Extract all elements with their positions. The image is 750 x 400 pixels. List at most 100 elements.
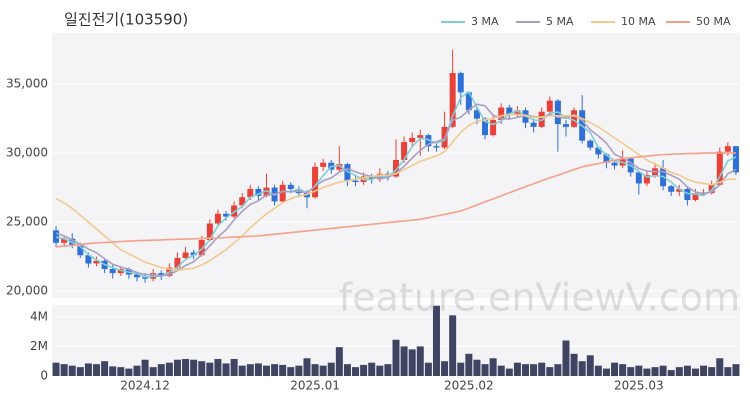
candle-body bbox=[182, 252, 189, 258]
volume-bar bbox=[133, 365, 141, 376]
ma-line bbox=[55, 90, 737, 278]
candle-body bbox=[61, 238, 68, 243]
volume-bar bbox=[594, 365, 602, 376]
volume-bar bbox=[352, 367, 360, 376]
candle-body bbox=[433, 146, 440, 148]
candle-body bbox=[716, 151, 723, 185]
candle-body bbox=[85, 255, 92, 264]
x-tick-label: 2025.03 bbox=[614, 379, 664, 393]
volume-bar bbox=[513, 362, 521, 376]
candle-body bbox=[449, 73, 456, 127]
candle-body bbox=[546, 100, 553, 112]
volume-bar bbox=[238, 365, 246, 376]
volume-bar bbox=[279, 364, 287, 376]
candle-body bbox=[635, 172, 642, 184]
chart-title: 일진전기(103590) bbox=[64, 11, 188, 29]
candle-body bbox=[133, 274, 140, 278]
volume-bar bbox=[416, 346, 424, 376]
volume-bar bbox=[271, 364, 279, 376]
volume-bar bbox=[303, 358, 311, 376]
candle-body bbox=[214, 213, 221, 224]
volume-bar bbox=[52, 362, 60, 376]
y-tick-label: 20,000 bbox=[6, 284, 48, 298]
volume-bar bbox=[683, 365, 691, 376]
volume-bar bbox=[432, 305, 440, 376]
volume-bar bbox=[109, 366, 117, 376]
candle-body bbox=[409, 137, 416, 143]
volume-bar bbox=[165, 362, 173, 376]
volume-bar bbox=[570, 353, 578, 376]
volume-bar bbox=[222, 363, 230, 376]
volume-bar bbox=[190, 359, 198, 376]
volume-bar bbox=[117, 367, 125, 376]
volume-bar bbox=[101, 361, 109, 376]
ma-line bbox=[55, 152, 736, 248]
volume-bar bbox=[667, 370, 675, 376]
legend-label: 5 MA bbox=[546, 15, 574, 28]
volume-bar bbox=[230, 358, 238, 376]
candle-body bbox=[368, 176, 375, 180]
volume-bar bbox=[327, 362, 335, 376]
legend-label: 50 MA bbox=[696, 15, 731, 28]
volume-bar bbox=[708, 367, 716, 376]
volume-bar bbox=[206, 362, 214, 376]
candle-body bbox=[732, 146, 739, 173]
volume-bar bbox=[691, 368, 699, 376]
volume-bar bbox=[60, 364, 68, 376]
volume-bar bbox=[173, 359, 181, 376]
candle-body bbox=[198, 240, 205, 256]
candle-body bbox=[312, 166, 319, 198]
volume-bar bbox=[724, 367, 732, 376]
candle-body bbox=[490, 119, 497, 136]
volume-bar bbox=[149, 367, 157, 376]
candle-body bbox=[538, 111, 545, 127]
volume-bar bbox=[522, 364, 530, 376]
volume-bar bbox=[311, 364, 319, 376]
volume-bar bbox=[287, 367, 295, 376]
candle-body bbox=[206, 223, 213, 241]
volume-bar bbox=[335, 347, 343, 376]
volume-bar bbox=[635, 365, 643, 376]
candle-body bbox=[336, 164, 343, 170]
volume-bar bbox=[214, 358, 222, 376]
volume-bar bbox=[441, 361, 449, 376]
candle-body bbox=[279, 184, 286, 202]
volume-bar bbox=[716, 358, 724, 376]
candle-body bbox=[498, 107, 505, 120]
candle-body bbox=[571, 110, 578, 127]
candle-body bbox=[643, 175, 650, 184]
volume-bar bbox=[368, 362, 376, 376]
candle-body bbox=[344, 164, 351, 181]
candle-body bbox=[587, 140, 594, 148]
candle-body bbox=[692, 193, 699, 201]
volume-bar bbox=[424, 362, 432, 376]
candle-body bbox=[514, 110, 521, 115]
volume-bar bbox=[246, 364, 254, 376]
volume-bar bbox=[157, 364, 165, 376]
volume-bar bbox=[611, 362, 619, 376]
volume-bar bbox=[619, 364, 627, 376]
candle-body bbox=[530, 122, 537, 127]
volume-bar bbox=[473, 359, 481, 376]
candle-body bbox=[190, 252, 197, 256]
candle-body bbox=[320, 162, 327, 167]
candle-body bbox=[595, 147, 602, 155]
volume-bar bbox=[182, 358, 190, 376]
candle-body bbox=[93, 260, 100, 264]
volume-bar bbox=[505, 368, 513, 376]
volume-bar bbox=[343, 364, 351, 376]
volume-bar bbox=[254, 363, 262, 376]
candle-body bbox=[263, 187, 270, 196]
candle-body bbox=[109, 269, 116, 274]
y-tick-label: 2M bbox=[30, 339, 48, 353]
candle-body bbox=[417, 135, 424, 138]
candle-body bbox=[247, 188, 254, 198]
volume-bar bbox=[125, 368, 133, 376]
volume-bar bbox=[659, 365, 667, 376]
candle-body bbox=[482, 118, 489, 136]
volume-bar bbox=[546, 367, 554, 376]
volume-bar bbox=[578, 361, 586, 376]
y-tick-label: 4M bbox=[30, 309, 48, 323]
volume-bar bbox=[602, 368, 610, 376]
volume-bar bbox=[408, 349, 416, 376]
